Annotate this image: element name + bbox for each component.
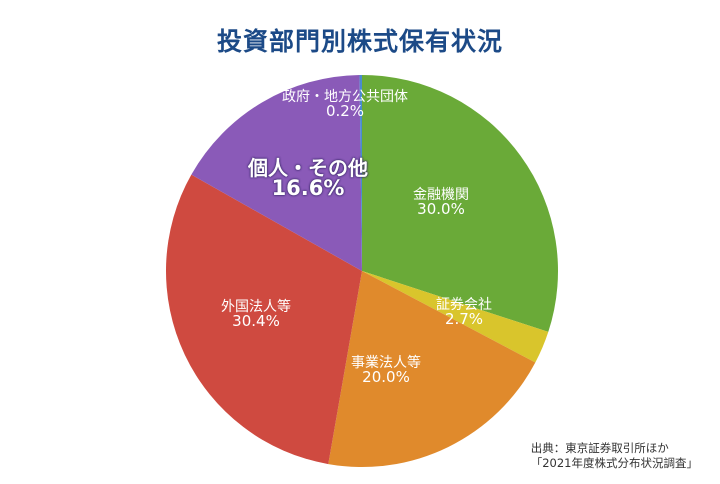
slice-label-text: 証券会社 bbox=[436, 297, 492, 313]
label-government: 政府・地方公共団体 0.2% bbox=[282, 90, 408, 119]
pie-slice bbox=[362, 271, 549, 363]
pie-slice bbox=[359, 75, 362, 271]
slice-label-percent: 0.2% bbox=[325, 102, 365, 120]
label-business-corporations: 事業法人等 20.0% bbox=[351, 356, 421, 385]
slice-label-text: 外国法人等 bbox=[221, 299, 291, 315]
label-securities-companies: 証券会社 2.7% bbox=[436, 298, 492, 327]
slice-label-percent: 16.6% bbox=[271, 176, 345, 200]
slice-label-text: 金融機関 bbox=[413, 187, 469, 203]
label-individuals-others: 個人・その他 16.6% bbox=[248, 158, 368, 199]
pie-slice bbox=[165, 174, 362, 465]
source-note: 出典：東京証券取引所ほか 「2021年度株式分布状況調査」 bbox=[531, 441, 698, 471]
label-foreign-corporations: 外国法人等 30.4% bbox=[221, 300, 291, 329]
pie-slice bbox=[328, 271, 536, 468]
source-line-2: 「2021年度株式分布状況調査」 bbox=[530, 455, 698, 470]
slice-label-text: 事業法人等 bbox=[351, 355, 421, 371]
slice-label-percent: 20.0% bbox=[362, 368, 410, 386]
pie-slice bbox=[362, 75, 558, 332]
source-line-1: 出典：東京証券取引所ほか bbox=[530, 441, 669, 455]
pie-slice bbox=[191, 75, 362, 272]
chart-title: 投資部門別株式保有状況 bbox=[216, 27, 503, 56]
label-financial-institutions: 金融機関 30.0% bbox=[413, 188, 469, 217]
slice-label-percent: 30.0% bbox=[417, 200, 465, 218]
slice-label-percent: 2.7% bbox=[444, 310, 484, 328]
slice-label-text: 政府・地方公共団体 bbox=[282, 89, 408, 105]
slice-label-percent: 30.4% bbox=[232, 312, 280, 330]
slice-label-text: 個人・その他 bbox=[248, 156, 368, 180]
